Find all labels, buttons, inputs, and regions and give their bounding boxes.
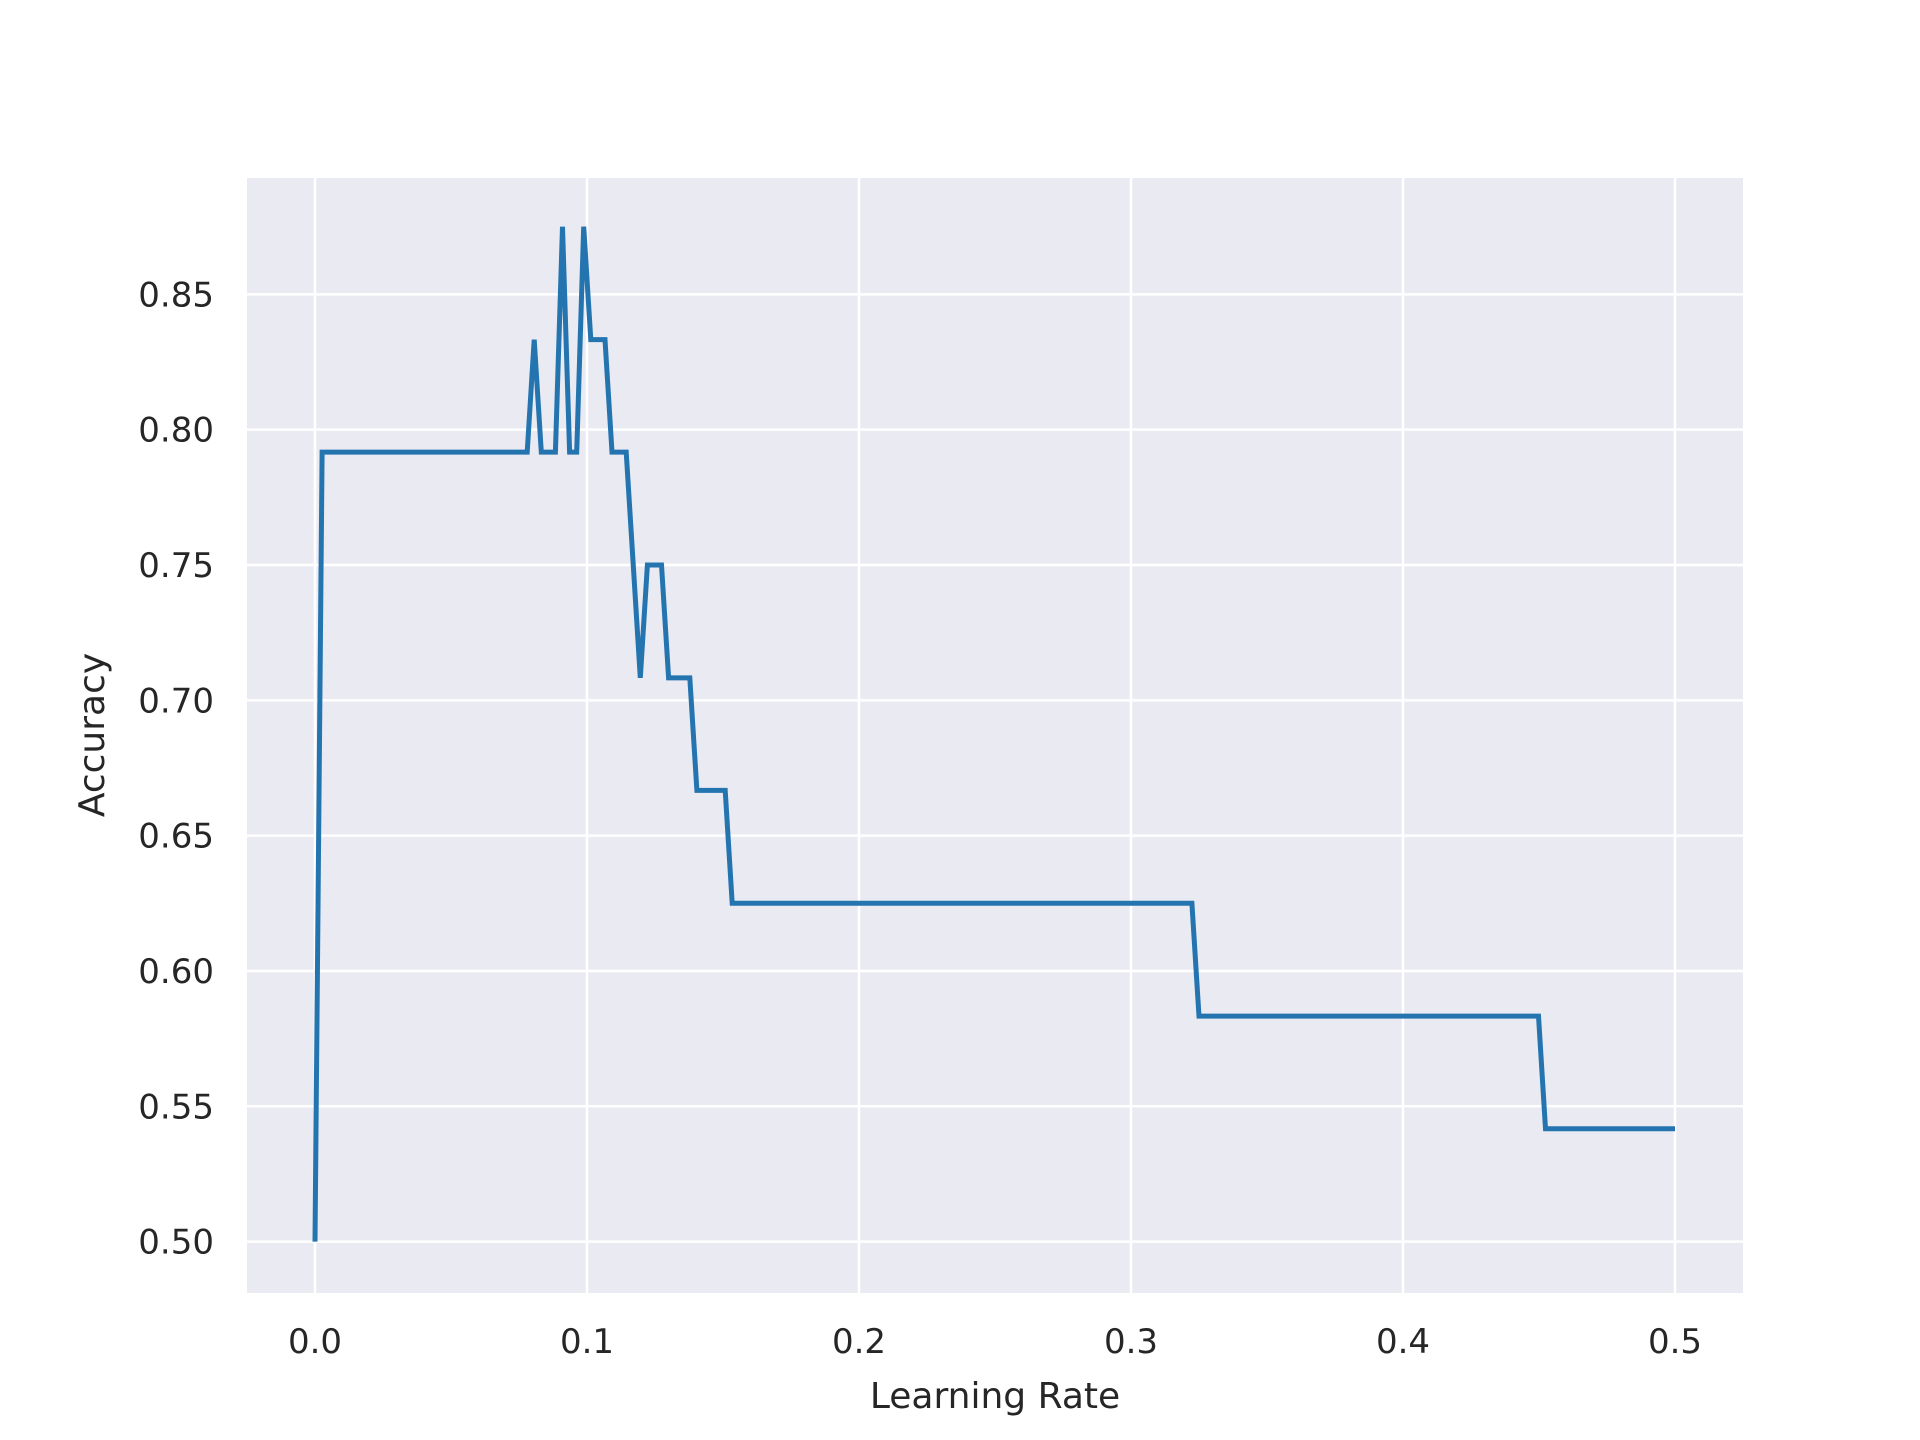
x-tick-label: 0.5	[1648, 1322, 1702, 1362]
y-tick-labels: 0.50 0.55 0.60 0.65 0.70 0.75 0.80 0.85	[138, 275, 214, 1262]
y-tick-label: 0.85	[138, 275, 214, 315]
plot-area	[247, 178, 1743, 1293]
series-group	[312, 226, 1675, 1242]
y-tick-label: 0.55	[138, 1087, 214, 1127]
series-line	[312, 226, 1675, 1242]
y-tick-label: 0.70	[138, 681, 214, 721]
y-gridlines	[247, 293, 1743, 1243]
y-tick-label: 0.50	[138, 1223, 214, 1263]
x-tick-label: 0.1	[560, 1322, 614, 1362]
y-tick-label: 0.75	[138, 546, 214, 586]
y-tick-label: 0.65	[138, 817, 214, 857]
x-axis-label: Learning Rate	[870, 1376, 1120, 1417]
y-axis-label: Accuracy	[72, 653, 113, 817]
x-tick-label: 0.2	[832, 1322, 886, 1362]
y-tick-label: 0.80	[138, 411, 214, 451]
x-tick-label: 0.4	[1376, 1322, 1430, 1362]
x-tick-label: 0.3	[1104, 1322, 1158, 1362]
x-tick-labels: 0.0 0.1 0.2 0.3 0.4 0.5	[288, 1322, 1702, 1362]
x-tick-label: 0.0	[288, 1322, 342, 1362]
y-tick-label: 0.60	[138, 952, 214, 992]
